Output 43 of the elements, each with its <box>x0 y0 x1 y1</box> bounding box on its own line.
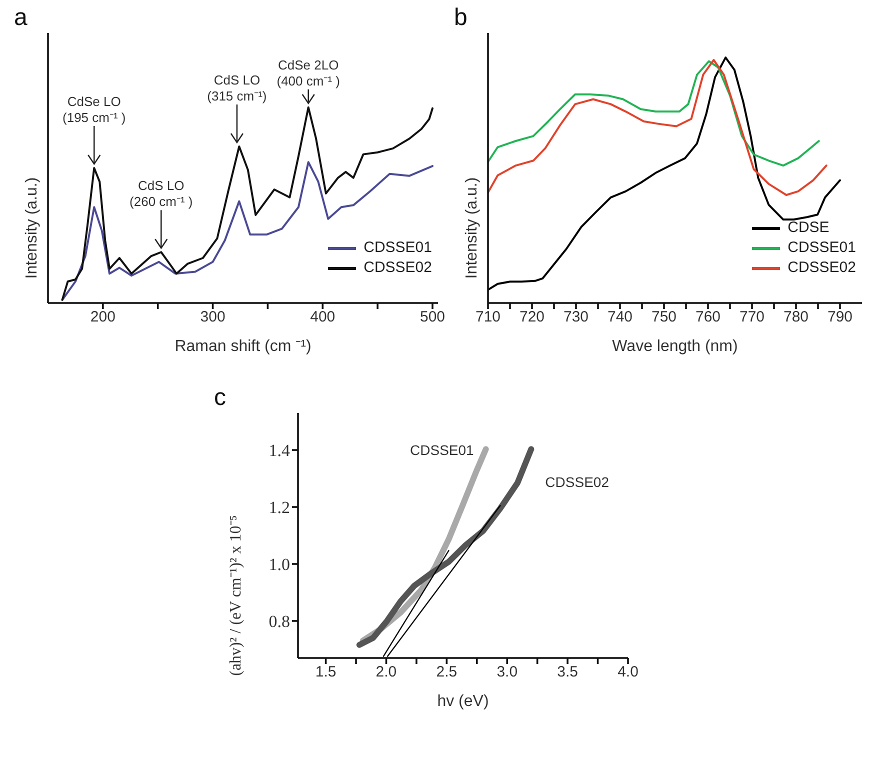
x-tick-label: 3.0 <box>496 664 518 681</box>
chart-title: c <box>214 384 226 412</box>
chart-title: b <box>454 4 468 32</box>
x-tick-label: 730 <box>563 308 589 326</box>
y-tick-label: 1.0 <box>268 555 290 574</box>
series-label: CDSSE02 <box>545 474 610 490</box>
y-tick-label: 0.8 <box>268 612 290 631</box>
x-tick-label: 300 <box>200 308 226 326</box>
x-axis-title: Wave length (nm) <box>612 338 738 355</box>
y-tick-label: 1.2 <box>268 498 290 518</box>
x-tick-label: 4.0 <box>618 664 638 681</box>
x-tick-label: 750 <box>651 308 677 326</box>
y-axis-title: Intensity (a.u.) <box>464 177 481 279</box>
y-axis-title: Intensity (a.u.) <box>24 177 41 279</box>
x-tick-label: 2.0 <box>376 664 397 681</box>
x-axis-title: hv (eV) <box>437 693 489 710</box>
chart-title: a <box>14 4 28 32</box>
annotation: CdS LO (315 cm⁻¹) <box>207 72 267 104</box>
annotation: CdS LO (260 cm⁻¹ ) <box>130 178 193 210</box>
x-tick-label: 710 <box>475 308 501 326</box>
x-tick-label: 1.5 <box>315 664 336 681</box>
x-tick-label: 720 <box>519 308 545 326</box>
legend-label: CDSE <box>788 218 830 238</box>
x-tick-label: 2.5 <box>436 664 458 681</box>
x-tick-label: 790 <box>827 308 853 326</box>
legend-label: CDSSE02 <box>788 258 856 278</box>
x-tick-label: 500 <box>420 308 446 326</box>
x-tick-label: 400 <box>310 308 336 326</box>
legend-label: CDSSE01 <box>788 238 856 258</box>
annotation: CdSe LO (195 cm⁻¹ ) <box>62 94 126 125</box>
x-tick-label: 740 <box>607 308 633 326</box>
y-axis-title: (ahv)² / (eV cm⁻¹)² x 10⁻⁵ <box>228 515 245 676</box>
x-tick-label: 760 <box>695 308 721 326</box>
legend-label: CDSSE02 <box>364 258 432 278</box>
x-tick-label: 780 <box>783 308 809 326</box>
annotation: CdSe 2LO (400 cm⁻¹ ) <box>276 57 340 88</box>
legend-label: CDSSE01 <box>364 238 432 258</box>
x-axis-title: Raman shift (cm ⁻¹) <box>174 338 312 355</box>
x-tick-label: 3.5 <box>557 664 578 681</box>
y-tick-label: 1.4 <box>268 441 290 460</box>
x-tick-label: 770 <box>739 308 765 326</box>
series-label: CDSSE01 <box>410 442 474 458</box>
x-tick-label: 200 <box>90 308 116 326</box>
